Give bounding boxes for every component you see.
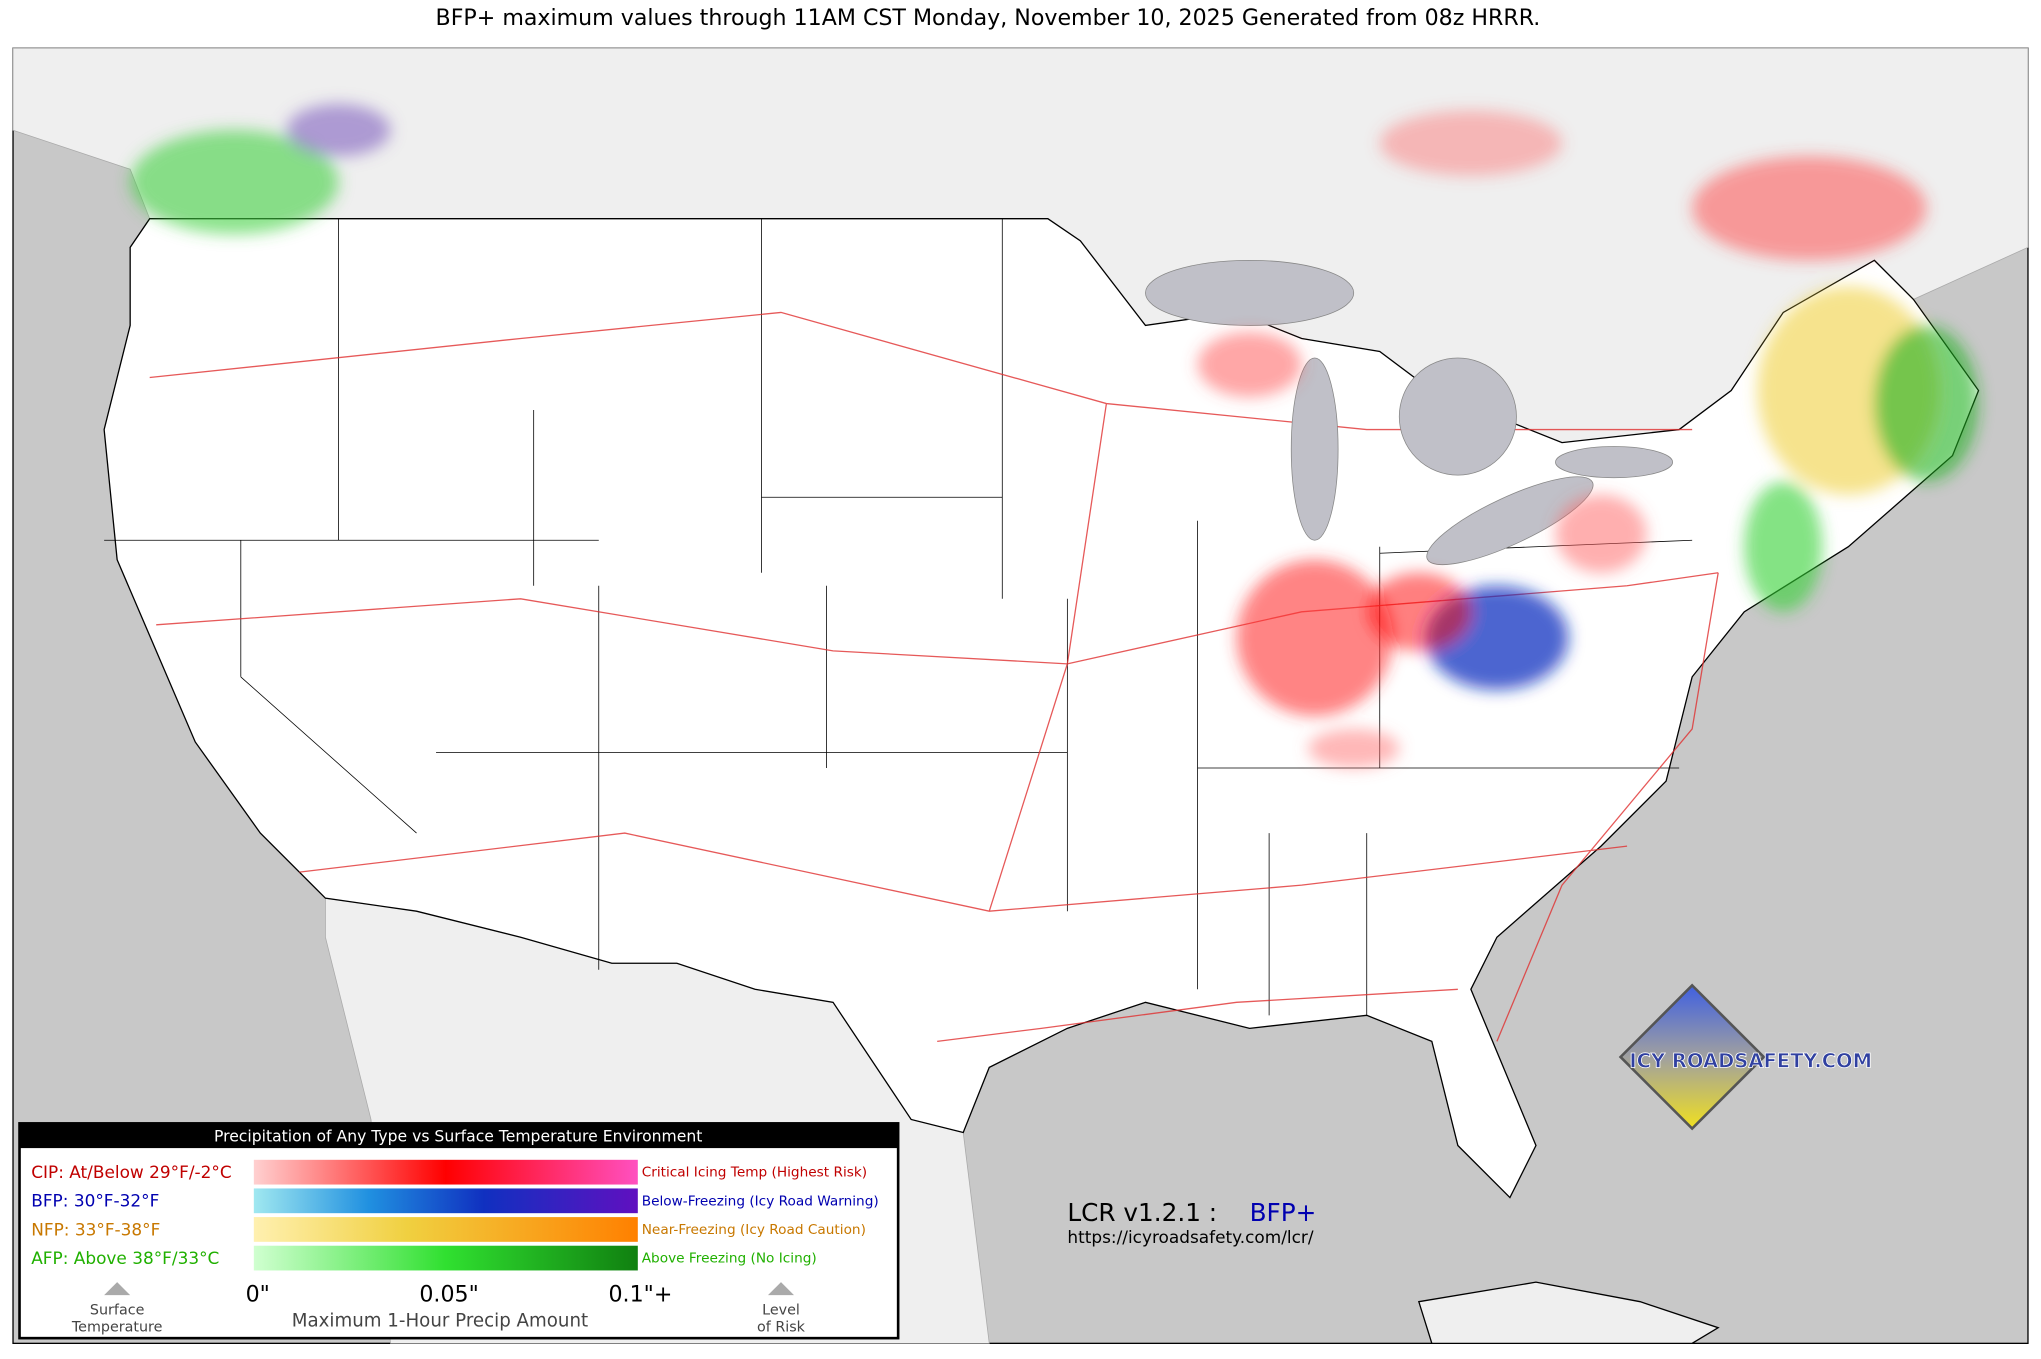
color-bar: [253, 1245, 638, 1271]
version: LCR v1.2.1 :: [1067, 1198, 1217, 1227]
arrow-up: [104, 1282, 131, 1296]
color-bar: [253, 1159, 638, 1185]
caption: Surface: [90, 1303, 145, 1319]
us-land: [103, 218, 1980, 1199]
great-lakes: [1145, 259, 1674, 566]
row-description: Near-Freezing (Icy Road Caution): [642, 1222, 866, 1238]
product: BFP+: [1250, 1198, 1317, 1227]
scale-label: 0.1"+: [608, 1282, 672, 1308]
row-description: Below-Freezing (Icy Road Warning): [642, 1193, 879, 1209]
row-label: NFP: 33°F-38°F: [31, 1219, 160, 1239]
row-description: Above Freezing (No Icing): [642, 1251, 817, 1267]
scale-title: Maximum 1-Hour Precip Amount: [292, 1310, 588, 1331]
row-label: AFP: Above 38°F/33°C: [31, 1248, 219, 1268]
legend-header: Precipitation of Any Type vs Surface Tem…: [214, 1128, 702, 1146]
precip-areas: [130, 104, 1979, 769]
row-label: BFP: 30°F-32°F: [31, 1191, 159, 1211]
caption: Temperature: [71, 1320, 163, 1336]
scale-label: 0": [246, 1282, 270, 1308]
caption: of Risk: [757, 1320, 806, 1336]
caption: Level: [762, 1303, 800, 1319]
url: https://icyroadsafety.com/lcr/: [1067, 1227, 1313, 1247]
logo-text: ICY ROADSAFETY.COM: [1629, 1049, 1872, 1072]
legend: Precipitation of Any Type vs Surface Tem…: [18, 1122, 900, 1340]
color-bar: [253, 1188, 638, 1214]
cuba-land: [1417, 1281, 1720, 1344]
row-label: CIP: At/Below 29°F/-2°C: [31, 1162, 231, 1182]
logo: ICY ROADSAFETY.COM: [1618, 983, 1872, 1131]
color-bar: [253, 1217, 638, 1242]
arrow-up: [767, 1282, 795, 1296]
scale-label: 0.05": [419, 1282, 478, 1308]
map-title: BFP+ maximum values through 11AM CST Mon…: [436, 5, 1541, 31]
row-description: Critical Icing Temp (Highest Risk): [642, 1165, 867, 1181]
legend-header-bar: [19, 1123, 899, 1149]
